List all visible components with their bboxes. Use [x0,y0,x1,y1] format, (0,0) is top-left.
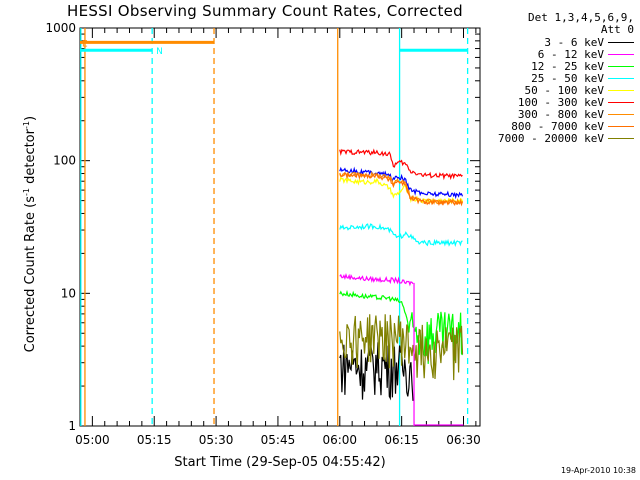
legend-entry: 800 - 7000 keV [478,119,634,133]
legend-entry: 7000 - 20000 keV [478,131,634,145]
x-axis-label: Start Time (29-Sep-05 04:55:42) [174,455,386,470]
legend-swatch [608,125,634,127]
y-axis-label: Corrected Count Rate (s-1 detector-1) [21,115,39,353]
legend-entry: 6 - 12 keV [478,47,634,61]
y-tick-label: 10 [61,286,76,300]
chart-title: HESSI Observing Summary Count Rates, Cor… [67,2,463,20]
legend-swatch [608,77,634,79]
series-line [339,172,464,207]
legend-swatch [608,113,634,115]
series-line [339,314,464,381]
legend-swatch [608,41,634,43]
flag-bars: EN [80,39,468,57]
flag-label: E [82,39,88,49]
legend-entry-label: 25 - 50 keV [531,71,604,85]
legend-entry: 100 - 300 keV [478,95,634,109]
legend-swatch [608,89,634,91]
legend-entry: 12 - 25 keV [478,59,634,73]
legend-header-1: Det 1,3,4,5,6,9, [528,11,634,24]
x-tick-label: 05:00 [75,433,110,447]
legend-entry: 3 - 6 keV [478,35,634,49]
x-tick-label: 06:00 [322,433,357,447]
legend-entry-label: 800 - 7000 keV [511,119,604,133]
legend-entry: 50 - 100 keV [478,83,634,97]
series-line [339,222,463,248]
legend: Det 1,3,4,5,6,9, Att 0 3 - 6 keV 6 - 12 k… [478,11,634,145]
series-line [339,148,463,181]
y-tick-label: 1 [68,419,76,433]
legend-entry-label: 300 - 800 keV [517,107,604,121]
x-tick-label: 05:45 [261,433,296,447]
x-tick-label: 06:30 [446,433,481,447]
tick-labels: 1 10 100 1000 05:00 05:15 05:30 05:45 06:00 06:15… [45,21,480,447]
x-tick-label: 06:15 [384,433,419,447]
legend-header-2: Att 0 [600,23,634,36]
y-tick-label: 1000 [45,21,76,35]
legend-swatch [608,137,634,139]
legend-swatch [608,65,634,67]
footer-timestamp: 19-Apr-2010 10:38 [560,466,636,475]
legend-entry: 25 - 50 keV [478,71,634,85]
legend-swatch [608,53,634,55]
series-layer [339,148,464,426]
legend-entry: 300 - 800 keV [478,107,634,121]
legend-entry-label: 3 - 6 keV [544,35,604,49]
x-tick-label: 05:15 [137,433,172,447]
legend-swatch [608,101,634,103]
plot-frame [79,27,481,427]
series-line-extra [339,166,464,200]
legend-entry-label: 50 - 100 keV [524,83,604,97]
axis-ticks [79,27,480,427]
legend-entry-label: 12 - 25 keV [531,59,604,73]
legend-entry-label: 7000 - 20000 keV [498,131,604,145]
legend-entry-label: 6 - 12 keV [537,47,604,61]
series-line [339,273,414,287]
x-tick-label: 05:30 [199,433,234,447]
mode-lines [80,28,469,426]
flag-label: N [156,47,163,57]
legend-entry-label: 100 - 300 keV [517,95,604,109]
y-tick-label: 100 [53,154,76,168]
